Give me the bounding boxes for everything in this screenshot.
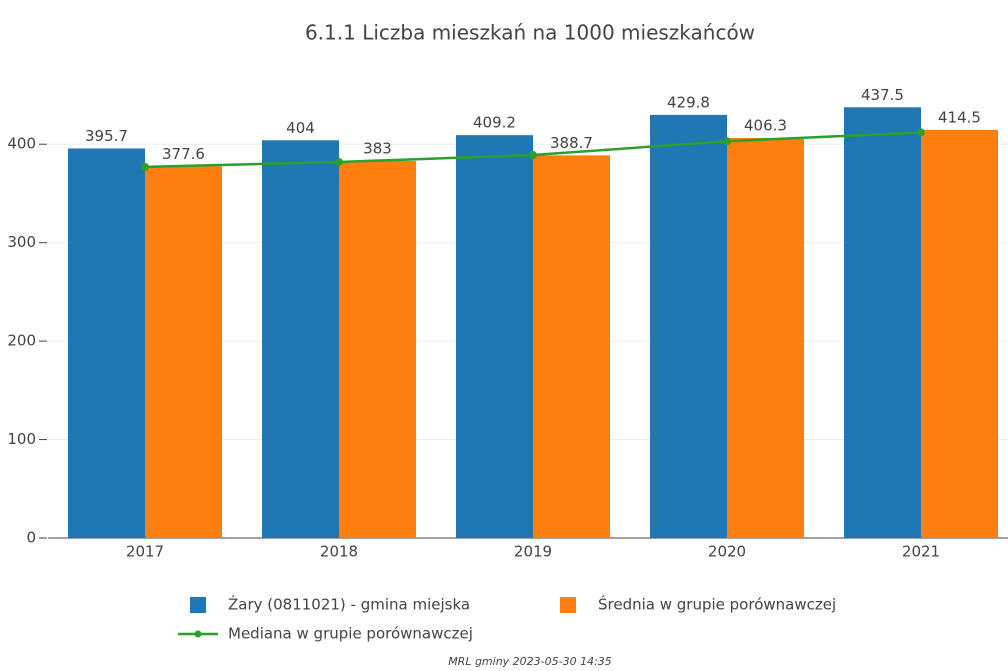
value-label: 429.8 [667,93,710,111]
legend-point [194,630,202,638]
legend-swatch [560,597,576,613]
y-tick-label: 400 [7,135,36,153]
legend-label: Mediana w grupie porównawczej [228,625,473,643]
value-label: 395.7 [85,127,128,145]
value-label: 437.5 [861,86,904,104]
chart-title: 6.1.1 Liczba mieszkań na 1000 mieszkańcó… [305,21,755,45]
line-point [335,157,343,166]
bar [456,135,533,538]
y-tick-label: 100 [7,430,36,448]
value-label: 404 [286,119,315,137]
bar [68,148,145,539]
bar [339,160,416,539]
y-tick-label: 0 [26,529,36,547]
x-tick-label: 2017 [126,543,164,561]
line-point [723,137,731,146]
bar [145,166,222,538]
y-tick-label: 200 [7,332,36,350]
line-point [529,151,537,160]
bar [844,107,921,539]
legend-label: Średnia w grupie porównawczej [598,595,836,614]
bar [921,129,998,538]
value-label: 377.6 [162,145,205,163]
line-point [917,128,925,137]
legend-label: Żary (0811021) - gmina miejska [228,595,470,614]
x-tick-label: 2019 [514,543,552,561]
value-label: 409.2 [473,114,516,132]
bar [727,138,804,539]
value-label: 383 [363,139,392,157]
y-tick-label: 300 [7,233,36,251]
value-label: 414.5 [938,108,981,126]
x-tick-label: 2020 [708,543,746,561]
value-label: 388.7 [550,134,593,152]
bar [262,140,339,539]
legend-swatch [190,597,206,613]
x-tick-label: 2018 [320,543,358,561]
x-tick-label: 2021 [902,543,940,561]
line-point [141,162,149,171]
bar [533,155,610,539]
value-label: 406.3 [744,117,787,135]
footer: MRL gminy 2023-05-30 14:35 [448,655,612,668]
bar [650,114,727,539]
